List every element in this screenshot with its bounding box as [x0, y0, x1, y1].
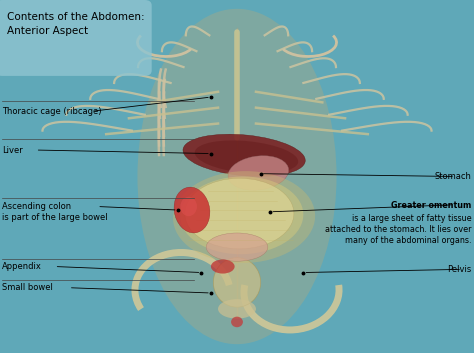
Text: Contents of the Abdomen:
Anterior Aspect: Contents of the Abdomen: Anterior Aspect: [7, 12, 145, 36]
Text: Small bowel: Small bowel: [2, 283, 53, 292]
Text: Ascending colon
is part of the large bowel: Ascending colon is part of the large bow…: [2, 202, 108, 222]
Ellipse shape: [206, 233, 268, 261]
Ellipse shape: [185, 178, 294, 249]
Text: Appendix: Appendix: [2, 262, 42, 271]
FancyBboxPatch shape: [0, 0, 152, 76]
Text: Liver: Liver: [2, 145, 23, 155]
Text: Stomach: Stomach: [435, 172, 472, 181]
Text: Thoracic cage (ribcage): Thoracic cage (ribcage): [2, 107, 102, 116]
Text: is a large sheet of fatty tissue
attached to the stomach. It lies over
many of t: is a large sheet of fatty tissue attache…: [325, 214, 472, 245]
Ellipse shape: [173, 171, 315, 263]
Ellipse shape: [213, 258, 261, 307]
Ellipse shape: [180, 197, 197, 216]
Ellipse shape: [174, 187, 210, 233]
Ellipse shape: [218, 299, 256, 318]
Ellipse shape: [228, 156, 289, 190]
Ellipse shape: [231, 317, 243, 327]
Ellipse shape: [183, 134, 305, 176]
Ellipse shape: [195, 140, 298, 174]
Text: Pelvis: Pelvis: [447, 265, 472, 274]
Text: Greater omentum: Greater omentum: [392, 201, 472, 210]
Ellipse shape: [180, 176, 303, 254]
Ellipse shape: [211, 259, 235, 274]
Ellipse shape: [137, 9, 337, 344]
